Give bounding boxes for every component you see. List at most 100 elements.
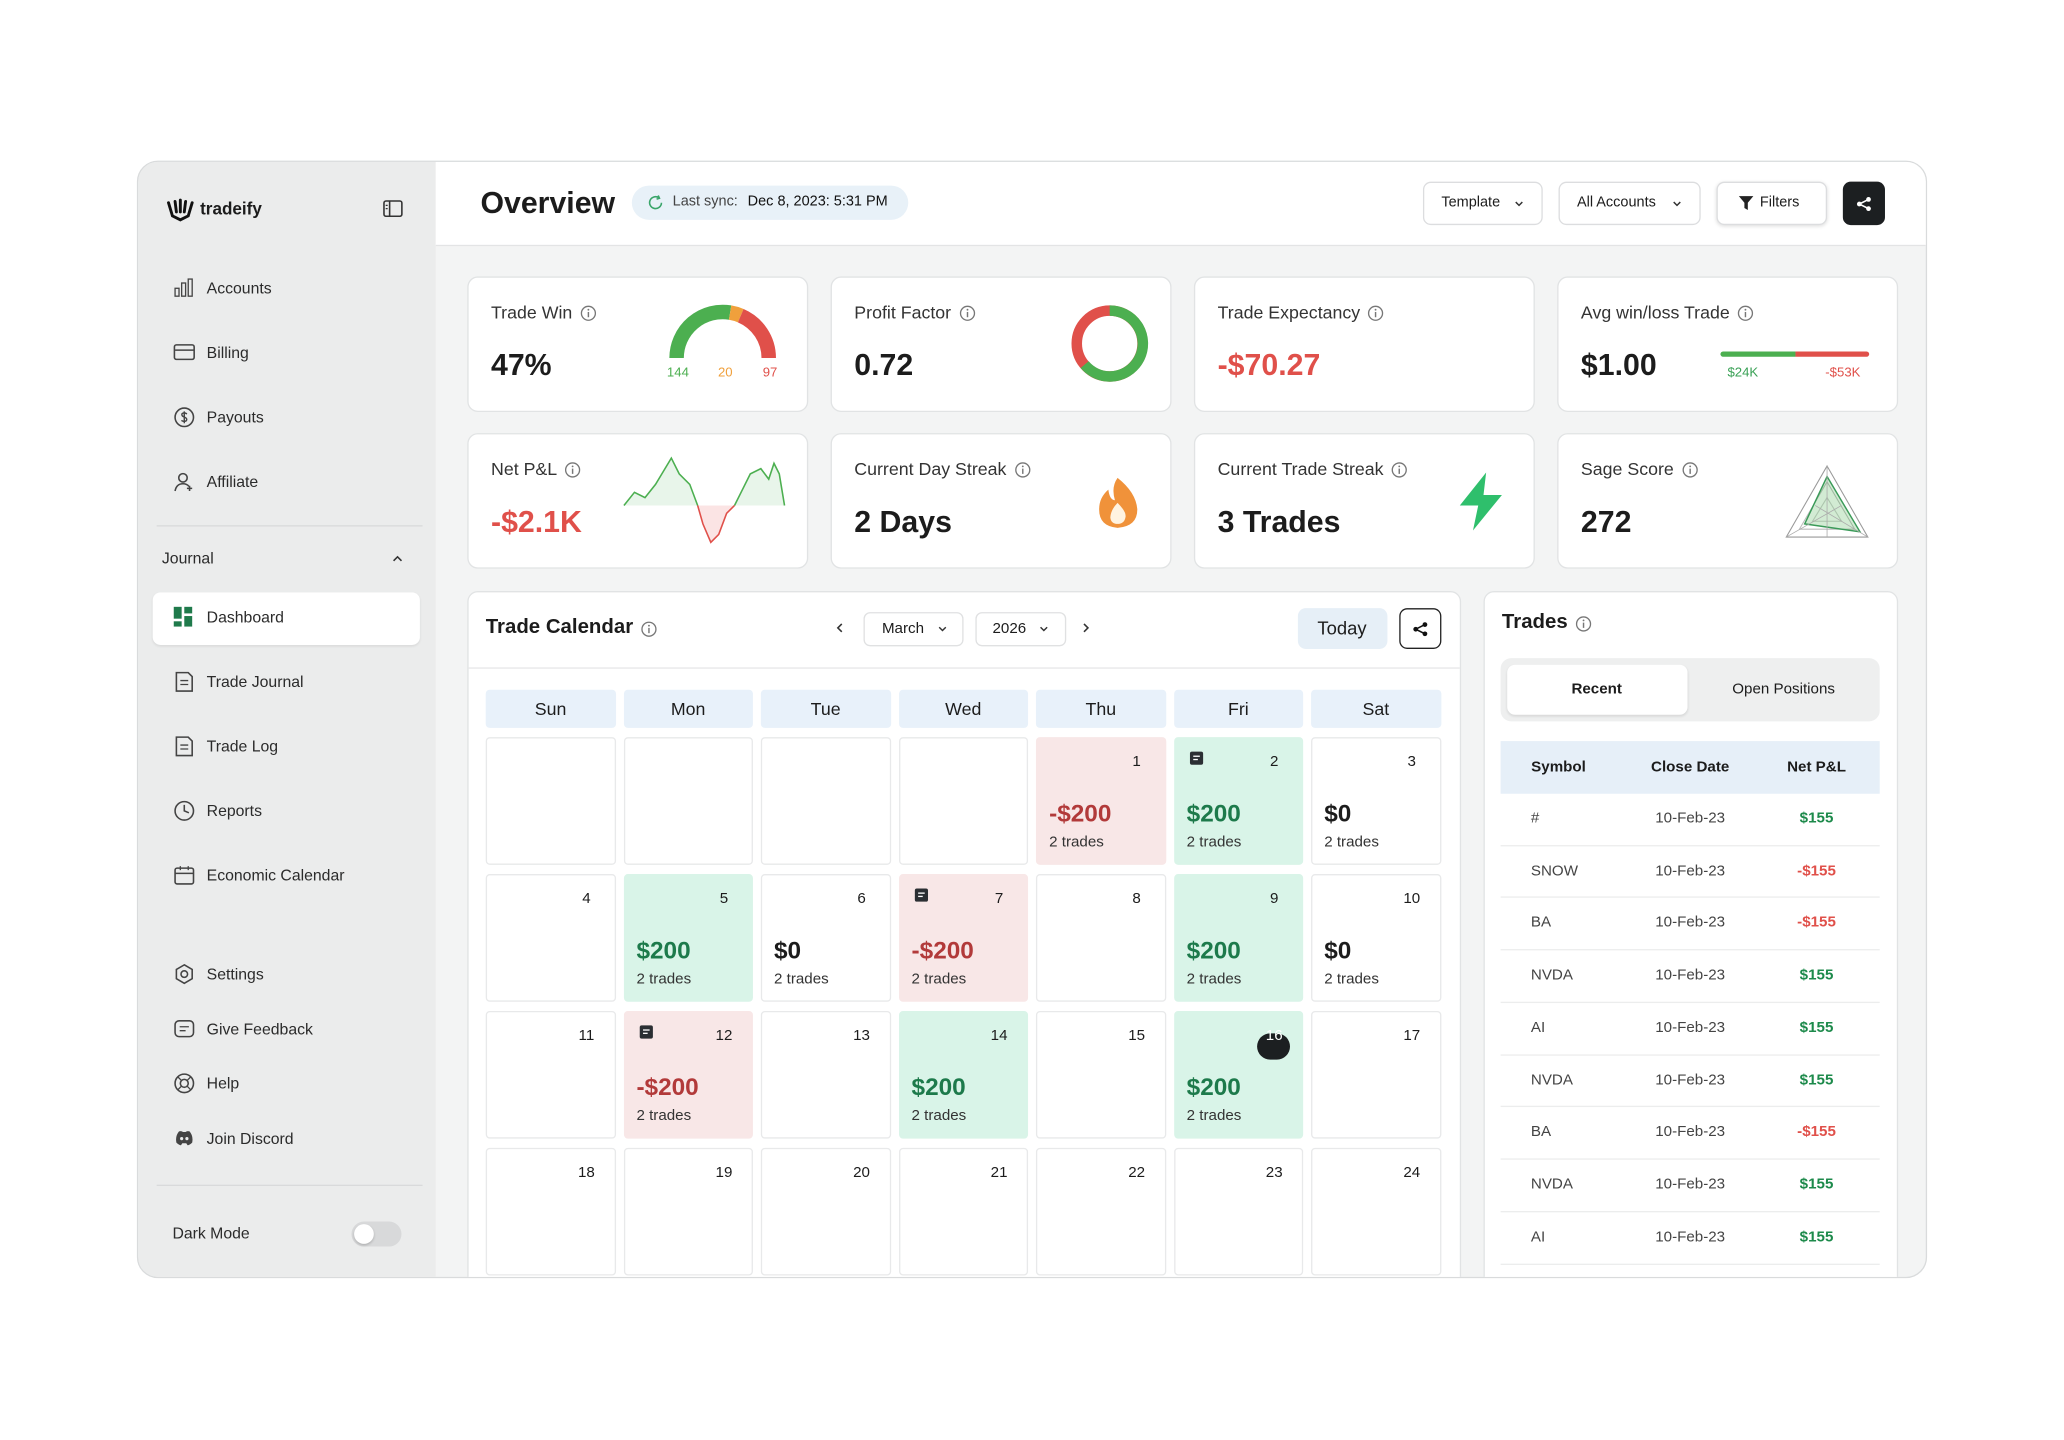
- header-button[interactable]: [1558, 181, 1701, 226]
- header-button[interactable]: [1716, 181, 1828, 226]
- nav-icon-part: [177, 472, 188, 483]
- calendar-cell[interactable]: [898, 1010, 1029, 1139]
- weekday-header: [1035, 689, 1166, 728]
- collapse-icon: [383, 200, 403, 218]
- year-select[interactable]: [975, 612, 1067, 647]
- winloss-bar-win: [1720, 351, 1796, 357]
- nav-item[interactable]: Economic Calendar: [206, 865, 345, 885]
- tab[interactable]: Recent: [1571, 681, 1622, 698]
- toggle-knob: [354, 1224, 374, 1244]
- chevron-icon-part: [1515, 200, 1523, 206]
- nav-item[interactable]: Join Discord: [206, 1128, 294, 1148]
- nav-item[interactable]: Billing: [206, 343, 249, 362]
- calendar-cell[interactable]: [485, 1010, 616, 1139]
- nav-icon-part: [174, 866, 195, 885]
- month-select[interactable]: [863, 612, 964, 647]
- chevron-icon: [835, 623, 846, 634]
- info-icon-part: [959, 305, 975, 321]
- calendar-cell[interactable]: [1173, 1147, 1304, 1276]
- weekday: Sat: [1362, 698, 1390, 719]
- weekday: Mon: [670, 698, 706, 719]
- calendar-cell[interactable]: [760, 874, 891, 1002]
- info-icon-part: [572, 465, 574, 468]
- calendar-cell[interactable]: [760, 1010, 891, 1139]
- nav-active-bg: [152, 592, 420, 645]
- calendar-cell[interactable]: [1311, 874, 1441, 1002]
- day-number: 6: [857, 891, 866, 907]
- info-icon-part: [587, 308, 590, 311]
- nav-item[interactable]: Payouts: [206, 407, 264, 426]
- gauge-segment: [737, 309, 776, 359]
- day-pnl: $0: [1324, 935, 1352, 964]
- pnl-sparkline-part: [734, 463, 785, 506]
- calendar-cell[interactable]: [1035, 1010, 1166, 1139]
- chevron-icon-part: [1083, 623, 1090, 633]
- chevron-icon-part: [1040, 626, 1048, 632]
- day-pnl: -$200: [636, 1072, 699, 1101]
- nav-item[interactable]: Dashboard: [206, 607, 284, 627]
- info-icon: [1681, 462, 1698, 478]
- day-pnl: -$200: [1049, 799, 1112, 827]
- stat-card: [1557, 276, 1899, 413]
- nav-item[interactable]: Trade Journal: [206, 672, 304, 691]
- header-button[interactable]: [1422, 181, 1543, 226]
- day-pnl: $200: [1186, 799, 1241, 827]
- calendar-cell[interactable]: [898, 1147, 1029, 1276]
- trade-date: 10-Feb-23: [1655, 863, 1726, 879]
- trade-date: 10-Feb-23: [1655, 810, 1726, 827]
- nav-item[interactable]: Help: [206, 1073, 240, 1093]
- calendar-cell[interactable]: [623, 874, 753, 1002]
- calendar-cell[interactable]: [1035, 737, 1166, 865]
- nav-item[interactable]: Settings: [206, 964, 264, 983]
- nav-item[interactable]: Give Feedback: [206, 1019, 313, 1039]
- note-icon-part: [914, 888, 928, 902]
- brand-logo-part: [167, 198, 194, 222]
- calendar-cell[interactable]: [485, 1147, 616, 1276]
- nav-item[interactable]: Reports: [206, 801, 262, 820]
- nav-icon: [174, 407, 195, 428]
- fire-icon-part: [1110, 502, 1126, 524]
- sync-label: Last sync:: [672, 193, 738, 210]
- nav-icon-part: [177, 1076, 192, 1091]
- info-icon-part: [1014, 462, 1030, 478]
- info-icon-part: [1398, 465, 1401, 468]
- row-divider: [1500, 1158, 1880, 1160]
- calendar-cell[interactable]: [1173, 874, 1304, 1002]
- calendar-share[interactable]: [1399, 608, 1442, 649]
- fire-icon: [1096, 477, 1139, 530]
- row-divider: [1500, 949, 1880, 951]
- section-label[interactable]: Journal: [161, 548, 214, 567]
- nav-item[interactable]: Accounts: [206, 278, 272, 297]
- today-button[interactable]: [1297, 608, 1388, 649]
- calendar-cell[interactable]: [1173, 1010, 1304, 1139]
- trade-symbol: NVDA: [1530, 1177, 1573, 1193]
- calendar-cell[interactable]: [1311, 1010, 1441, 1139]
- chevron-icon-part: [1515, 200, 1523, 206]
- share-button[interactable]: [1842, 181, 1885, 226]
- filter-icon-part: [1738, 196, 1754, 210]
- nav-icon: [174, 471, 195, 492]
- calendar-cell[interactable]: [1035, 1147, 1166, 1276]
- sidebar-divider: [156, 525, 423, 527]
- info-icon-part: [1368, 305, 1384, 321]
- calendar-cell[interactable]: [1035, 874, 1166, 1002]
- tab-active[interactable]: [1507, 664, 1688, 715]
- nav-item[interactable]: Affiliate: [206, 472, 259, 491]
- nav-item[interactable]: Trade Log: [206, 736, 279, 756]
- sidebar-divider: [156, 1184, 423, 1187]
- calendar-cell[interactable]: [1311, 1147, 1441, 1276]
- tab[interactable]: Open Positions: [1732, 681, 1835, 698]
- day-trades: 2 trades: [773, 971, 829, 988]
- note-icon-part: [914, 888, 928, 902]
- trade-pnl: $155: [1799, 810, 1834, 827]
- calendar-cell[interactable]: [760, 1147, 891, 1276]
- nav-icon-part: [175, 671, 193, 692]
- row-divider: [1500, 1053, 1880, 1056]
- info-icon-part: [1368, 305, 1384, 321]
- info-icon-part: [1391, 462, 1407, 478]
- calendar-cell[interactable]: [485, 874, 616, 1002]
- calendar-cell[interactable]: [1311, 737, 1441, 865]
- loss-label: -$53K: [1825, 365, 1861, 381]
- calendar-cell[interactable]: [623, 1147, 753, 1276]
- stat-value: $1.00: [1580, 347, 1657, 382]
